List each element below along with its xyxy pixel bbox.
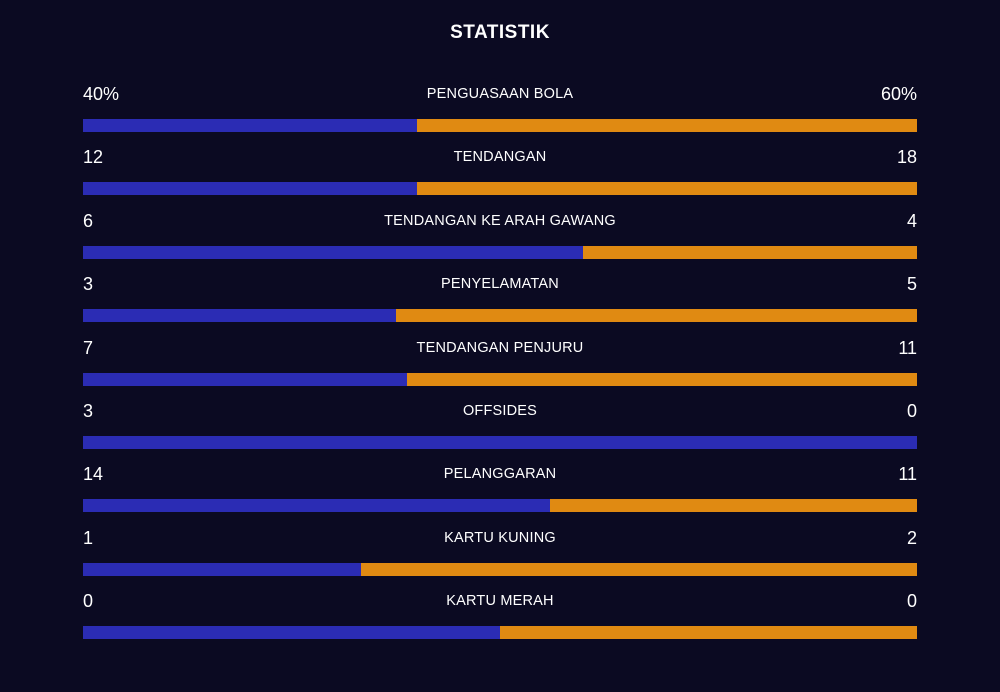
comparison-bar (83, 499, 917, 513)
home-bar-segment (83, 245, 584, 259)
away-value: 18 (896, 147, 917, 168)
away-value: 2 (906, 527, 917, 548)
stats-list: 40% PENGUASAAN BOLA 60% 12 TENDANGAN 18 6 TENDA… (83, 80, 917, 651)
comparison-bar (83, 245, 917, 259)
stat-label: PELANGGARAN (443, 466, 557, 483)
stat-row: 14 PELANGGARAN 11 (83, 460, 917, 523)
home-value: 40% (83, 84, 120, 104)
stat-label: TENDANGAN KE ARAH GAWANG (384, 212, 616, 229)
comparison-bar (83, 372, 917, 386)
comparison-bar (83, 119, 917, 132)
stat-row: 40% PENGUASAAN BOLA 60% (83, 80, 917, 143)
away-bar-segment (416, 182, 917, 196)
home-value: 3 (83, 274, 94, 295)
stats-title: STATISTIK (450, 22, 550, 43)
stat-row: 0 KARTU MERAH 0 (83, 587, 917, 650)
away-bar-segment (500, 626, 917, 640)
stat-header: 1 KARTU KUNING 2 (83, 524, 917, 552)
stat-label: OFFSIDES (462, 402, 538, 419)
away-bar-segment (583, 245, 917, 259)
home-bar-segment (83, 182, 417, 196)
stat-row: 6 TENDANGAN KE ARAH GAWANG 4 (83, 207, 917, 270)
stat-row: 3 PENYELAMATAN 5 (83, 270, 917, 333)
comparison-bar (83, 626, 917, 640)
home-bar-segment (83, 499, 551, 513)
stat-header: 6 TENDANGAN KE ARAH GAWANG 4 (83, 207, 917, 235)
home-bar-segment (83, 119, 417, 132)
home-bar-segment (83, 372, 408, 386)
comparison-bar (83, 562, 917, 576)
home-bar-segment (83, 626, 500, 640)
home-bar-segment (83, 562, 361, 576)
home-value: 6 (83, 210, 94, 231)
home-value: 1 (83, 527, 94, 548)
stat-row: 3 OFFSIDES 0 (83, 397, 917, 460)
home-bar-segment (83, 435, 917, 449)
stat-label: PENGUASAAN BOLA (426, 86, 574, 102)
home-value: 12 (83, 147, 104, 168)
away-value: 11 (898, 464, 917, 485)
away-value: 60% (880, 84, 917, 104)
stat-header: 3 PENYELAMATAN 5 (83, 270, 917, 298)
stat-row: 7 TENDANGAN PENJURU 11 (83, 334, 917, 397)
stat-row: 12 TENDANGAN 18 (83, 143, 917, 206)
comparison-bar (83, 309, 917, 323)
away-bar-segment (360, 562, 917, 576)
away-value: 0 (906, 400, 917, 421)
home-value: 0 (83, 591, 94, 612)
home-value: 14 (83, 464, 104, 485)
stat-row: 1 KARTU KUNING 2 (83, 524, 917, 587)
stat-header: 3 OFFSIDES 0 (83, 397, 917, 425)
away-bar-segment (395, 309, 917, 323)
home-bar-segment (83, 309, 396, 323)
stat-header: 0 KARTU MERAH 0 (83, 587, 917, 615)
stat-label: TENDANGAN (453, 149, 547, 166)
stat-label: KARTU KUNING (444, 529, 556, 546)
away-value: 5 (906, 274, 917, 295)
home-value: 3 (83, 400, 94, 421)
stat-header: 12 TENDANGAN 18 (83, 143, 917, 171)
comparison-bar (83, 435, 917, 449)
stat-label: KARTU MERAH (446, 593, 554, 610)
away-value: 4 (906, 210, 917, 231)
away-bar-segment (407, 372, 917, 386)
stat-label: PENYELAMATAN (441, 276, 559, 293)
home-value: 7 (83, 337, 94, 358)
away-bar-segment (416, 119, 917, 132)
stat-label: TENDANGAN PENJURU (416, 339, 584, 356)
away-value: 0 (906, 591, 917, 612)
away-value: 11 (898, 337, 917, 358)
stat-header: 14 PELANGGARAN 11 (83, 460, 917, 488)
away-bar-segment (550, 499, 917, 513)
stat-header: 7 TENDANGAN PENJURU 11 (83, 334, 917, 362)
comparison-bar (83, 182, 917, 196)
stat-header: 40% PENGUASAAN BOLA 60% (83, 80, 917, 108)
